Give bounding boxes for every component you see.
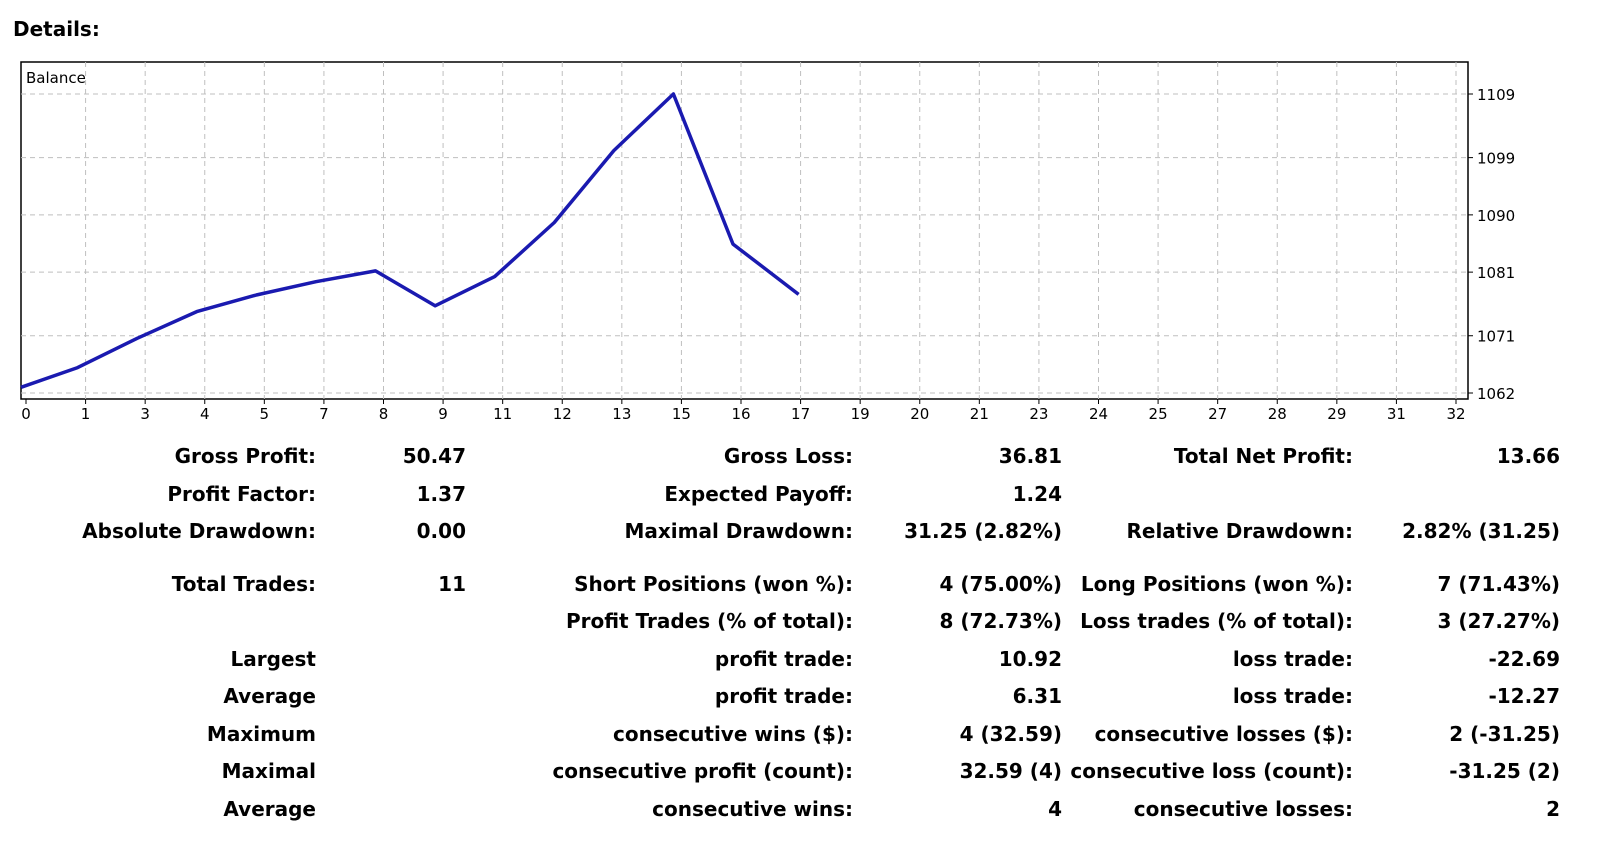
plot-area bbox=[20, 61, 1469, 400]
x-tick-label: 25 bbox=[1149, 405, 1168, 423]
stats-row: Profit Factor: 1.37 Expected Payoff: 1.24 bbox=[0, 482, 1600, 512]
stat-value: 1.37 bbox=[416, 482, 466, 506]
stat-label: Maximal Drawdown: bbox=[624, 519, 853, 543]
stat-value: -12.27 bbox=[1488, 684, 1560, 708]
stat-value: 4 bbox=[1048, 797, 1062, 821]
stat-label: Profit Factor: bbox=[167, 482, 316, 506]
stat-label: Total Trades: bbox=[171, 572, 316, 596]
x-tick-label: 0 bbox=[21, 405, 31, 423]
stats-row: Absolute Drawdown: 0.00 Maximal Drawdown: 3… bbox=[0, 519, 1600, 549]
stat-value: 3 (27.27%) bbox=[1437, 609, 1560, 633]
stat-value: -31.25 (2) bbox=[1449, 759, 1560, 783]
stat-label: Average bbox=[223, 684, 316, 708]
stat-label: Gross Loss: bbox=[723, 444, 853, 468]
stat-value: 0.00 bbox=[416, 519, 466, 543]
stat-label: Average bbox=[223, 797, 316, 821]
x-tick-label: 23 bbox=[1029, 405, 1048, 423]
chart-title: Balance bbox=[26, 69, 86, 87]
stat-label: loss trade: bbox=[1232, 684, 1353, 708]
stat-value: 10.92 bbox=[998, 647, 1062, 671]
x-tick-label: 21 bbox=[970, 405, 989, 423]
x-tick-label: 17 bbox=[791, 405, 810, 423]
stat-label: Relative Drawdown: bbox=[1126, 519, 1353, 543]
stats-row: Total Trades: 11 Short Positions (won %): 4… bbox=[0, 572, 1600, 602]
stat-value: 11 bbox=[438, 572, 466, 596]
x-tick-label: 7 bbox=[319, 405, 329, 423]
x-tick-label: 16 bbox=[731, 405, 750, 423]
x-tick-label: 5 bbox=[260, 405, 270, 423]
stat-label: Expected Payoff: bbox=[664, 482, 853, 506]
stat-label: Profit Trades (% of total): bbox=[565, 609, 853, 633]
x-tick-label: 27 bbox=[1208, 405, 1227, 423]
x-tick-label: 11 bbox=[493, 405, 512, 423]
x-tick-label: 4 bbox=[200, 405, 210, 423]
stat-value: 32.59 (4) bbox=[959, 759, 1062, 783]
stat-label: profit trade: bbox=[714, 647, 853, 671]
stat-value: -22.69 bbox=[1488, 647, 1560, 671]
y-tick-label: 1081 bbox=[1477, 264, 1515, 282]
y-tick-label: 1109 bbox=[1477, 86, 1515, 104]
stat-value: 50.47 bbox=[402, 444, 466, 468]
balance-chart: 0 1 3 4 5 7 8 9 11 12 13 15 16 17 19 20 21 23 24 25 27 28 29 31… bbox=[20, 61, 1515, 423]
stat-label: Loss trades (% of total): bbox=[1080, 609, 1353, 633]
stat-value: 8 (72.73%) bbox=[939, 609, 1062, 633]
balance-line bbox=[20, 92, 800, 389]
x-tick-label: 31 bbox=[1387, 405, 1406, 423]
stat-value: 1.24 bbox=[1012, 482, 1062, 506]
stat-label: Absolute Drawdown: bbox=[82, 519, 316, 543]
y-tick-label: 1071 bbox=[1477, 328, 1515, 346]
stat-label: consecutive wins ($): bbox=[612, 722, 853, 746]
stat-label: consecutive losses ($): bbox=[1094, 722, 1353, 746]
x-tick-label: 8 bbox=[379, 405, 389, 423]
stat-value: 6.31 bbox=[1012, 684, 1062, 708]
y-tick-label: 1062 bbox=[1477, 385, 1515, 403]
stat-label: loss trade: bbox=[1232, 647, 1353, 671]
x-tick-label: 12 bbox=[553, 405, 572, 423]
stats-row: Profit Trades (% of total): 8 (72.73%) Los… bbox=[0, 609, 1600, 639]
stat-label: Long Positions (won %): bbox=[1080, 572, 1353, 596]
stats-row: Largest profit trade: 10.92 loss trade: -22.… bbox=[0, 647, 1600, 677]
stat-label: consecutive loss (count): bbox=[1070, 759, 1353, 783]
stat-label: Maximal bbox=[221, 759, 316, 783]
stat-value: 4 (32.59) bbox=[959, 722, 1062, 746]
stat-value: 2 bbox=[1546, 797, 1560, 821]
x-tick-label: 24 bbox=[1089, 405, 1108, 423]
stat-value: 2.82% (31.25) bbox=[1402, 519, 1560, 543]
y-tick-label: 1090 bbox=[1477, 207, 1515, 225]
stat-value: 36.81 bbox=[998, 444, 1062, 468]
y-tick-label: 1099 bbox=[1477, 150, 1515, 168]
x-tick-label: 19 bbox=[851, 405, 870, 423]
stat-value: 2 (-31.25) bbox=[1449, 722, 1560, 746]
details-heading: Details: bbox=[13, 17, 100, 41]
stats-row: Maximal consecutive profit (count): 32.59 … bbox=[0, 759, 1600, 789]
stat-value: 7 (71.43%) bbox=[1437, 572, 1560, 596]
x-tick-label: 32 bbox=[1446, 405, 1465, 423]
stats-row: Average consecutive wins: 4 consecutive los… bbox=[0, 797, 1600, 827]
stat-label: consecutive wins: bbox=[652, 797, 853, 821]
stat-label: Maximum bbox=[206, 722, 316, 746]
stat-label: consecutive profit (count): bbox=[552, 759, 853, 783]
stats-row: Gross Profit: 50.47 Gross Loss: 36.81 Total … bbox=[0, 444, 1600, 474]
x-tick-label: 28 bbox=[1268, 405, 1287, 423]
x-tick-label: 3 bbox=[140, 405, 150, 423]
stat-value: 31.25 (2.82%) bbox=[904, 519, 1062, 543]
x-tick-label: 9 bbox=[438, 405, 448, 423]
x-tick-label: 29 bbox=[1327, 405, 1346, 423]
x-tick-label: 1 bbox=[81, 405, 91, 423]
stat-label: consecutive losses: bbox=[1133, 797, 1353, 821]
stat-label: Total Net Profit: bbox=[1173, 444, 1353, 468]
x-tick-label: 13 bbox=[612, 405, 631, 423]
stat-value: 13.66 bbox=[1496, 444, 1560, 468]
x-tick-label: 20 bbox=[910, 405, 929, 423]
stat-label: Largest bbox=[230, 647, 316, 671]
stat-label: profit trade: bbox=[714, 684, 853, 708]
x-tick-label: 15 bbox=[672, 405, 691, 423]
stat-label: Short Positions (won %): bbox=[574, 572, 853, 596]
stat-value: 4 (75.00%) bbox=[939, 572, 1062, 596]
stats-row: Maximum consecutive wins ($): 4 (32.59) con… bbox=[0, 722, 1600, 752]
stat-label: Gross Profit: bbox=[174, 444, 316, 468]
stats-row: Average profit trade: 6.31 loss trade: -12.2… bbox=[0, 684, 1600, 714]
